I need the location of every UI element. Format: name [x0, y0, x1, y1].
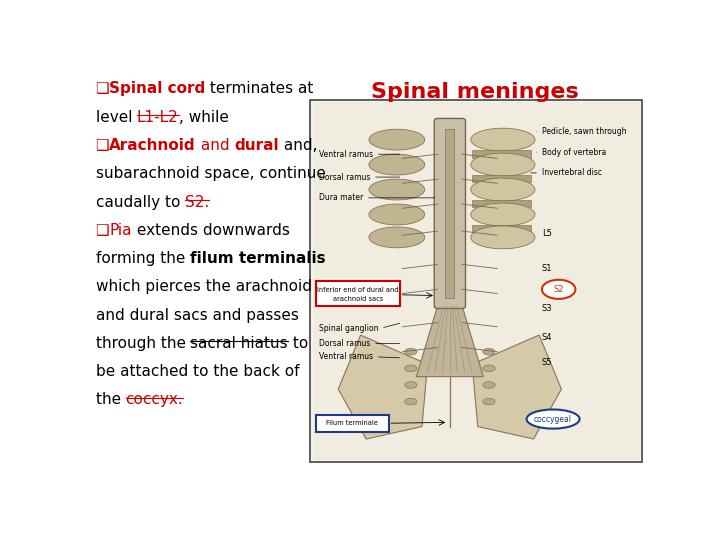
Text: and dural sacs and passes: and dural sacs and passes	[96, 308, 299, 322]
Text: Arachnoid: Arachnoid	[109, 138, 196, 153]
Polygon shape	[338, 335, 428, 439]
Text: S3: S3	[542, 303, 552, 313]
Text: to: to	[288, 336, 308, 351]
Ellipse shape	[471, 153, 535, 176]
Bar	[472, 200, 531, 207]
Text: coccyx.: coccyx.	[125, 393, 184, 408]
Text: S5: S5	[542, 357, 552, 367]
Text: Inferior end of dural and: Inferior end of dural and	[317, 287, 399, 293]
Text: Ventral ramus: Ventral ramus	[319, 352, 400, 361]
Text: Body of vertebra: Body of vertebra	[536, 147, 606, 157]
Ellipse shape	[369, 204, 425, 225]
Text: S2.: S2.	[185, 194, 209, 210]
Text: , while: , while	[179, 110, 228, 125]
Ellipse shape	[483, 399, 495, 405]
Text: Dorsal ramus: Dorsal ramus	[319, 173, 400, 181]
Text: Spinal ganglion: Spinal ganglion	[319, 323, 400, 333]
Bar	[313, 102, 639, 460]
Text: ❑: ❑	[96, 138, 109, 153]
Bar	[316, 415, 389, 431]
Text: caudally to: caudally to	[96, 194, 185, 210]
Polygon shape	[416, 306, 483, 377]
Bar	[472, 150, 531, 158]
Ellipse shape	[405, 399, 417, 405]
Ellipse shape	[369, 129, 425, 150]
Text: arachnoid sacs: arachnoid sacs	[333, 296, 383, 302]
Ellipse shape	[405, 382, 417, 388]
Text: level: level	[96, 110, 137, 125]
Ellipse shape	[369, 179, 425, 200]
Text: be attached to the back of: be attached to the back of	[96, 364, 299, 379]
Ellipse shape	[526, 409, 580, 429]
Ellipse shape	[471, 178, 535, 201]
Ellipse shape	[483, 382, 495, 388]
Text: Pedicle, sawn through: Pedicle, sawn through	[536, 127, 626, 136]
Ellipse shape	[369, 227, 425, 248]
Text: the: the	[96, 393, 125, 408]
Ellipse shape	[483, 348, 495, 355]
Text: L1-L2: L1-L2	[137, 110, 179, 125]
Text: and,: and,	[279, 138, 318, 153]
Ellipse shape	[405, 348, 417, 355]
Text: Spinal cord: Spinal cord	[109, 82, 205, 97]
Text: S1: S1	[542, 264, 552, 273]
Ellipse shape	[405, 365, 417, 372]
Text: dural: dural	[234, 138, 279, 153]
Ellipse shape	[483, 365, 495, 372]
Polygon shape	[472, 335, 562, 439]
Bar	[446, 129, 454, 298]
Text: Dura mater: Dura mater	[319, 193, 435, 202]
Ellipse shape	[471, 226, 535, 249]
Text: subarachnoid space, continue: subarachnoid space, continue	[96, 166, 325, 181]
Ellipse shape	[471, 203, 535, 226]
Text: Dorsal ramus: Dorsal ramus	[319, 339, 400, 348]
Text: through the: through the	[96, 336, 191, 351]
Bar	[472, 225, 531, 232]
Text: Spinal meninges: Spinal meninges	[371, 82, 579, 102]
Text: Ventral ramus: Ventral ramus	[319, 150, 400, 159]
Text: forming the: forming the	[96, 251, 190, 266]
Text: Pia: Pia	[109, 223, 132, 238]
Bar	[310, 100, 642, 462]
Ellipse shape	[369, 154, 425, 175]
Text: S2: S2	[554, 285, 564, 294]
Text: ❑: ❑	[96, 82, 109, 97]
Text: Invertebral disc: Invertebral disc	[531, 168, 602, 178]
Text: terminates at: terminates at	[205, 82, 314, 97]
Text: which pierces the arachnoid: which pierces the arachnoid	[96, 279, 312, 294]
Ellipse shape	[471, 128, 535, 151]
Text: coccygeal: coccygeal	[534, 415, 572, 423]
Bar	[316, 281, 400, 306]
Text: filum terminalis: filum terminalis	[190, 251, 325, 266]
Text: sacral hiatus: sacral hiatus	[191, 336, 288, 351]
Text: S4: S4	[542, 333, 552, 342]
FancyBboxPatch shape	[434, 118, 465, 308]
Text: extends downwards: extends downwards	[132, 223, 289, 238]
Ellipse shape	[542, 280, 575, 299]
Text: Filum terminale: Filum terminale	[326, 420, 378, 426]
Text: and: and	[196, 138, 234, 153]
Text: ❑: ❑	[96, 223, 109, 238]
Bar	[472, 175, 531, 183]
Text: L5: L5	[542, 229, 552, 238]
